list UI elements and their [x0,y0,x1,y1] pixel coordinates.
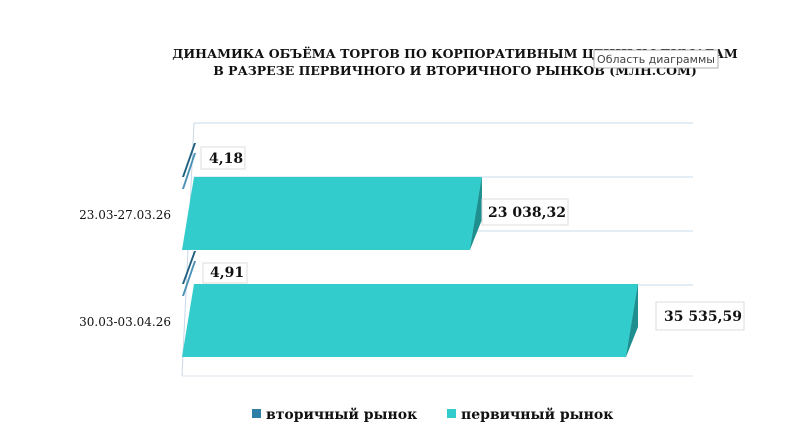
plot-area[interactable] [181,122,693,377]
data-label-box-secondary-0 [200,146,246,170]
legend-item-primary: первичный рынок [447,406,613,423]
chart-area-tooltip: Область диаграммы [593,49,719,69]
data-label-secondary-1: 4,91 [202,262,248,284]
data-label-box-secondary-1 [202,262,248,284]
data-label-box-primary-1 [655,301,745,331]
bar-secondary-0-front [182,153,196,189]
data-label-primary-0-text: 23 038,32 [488,205,566,221]
category-label-1: 30.03-03.04.26 [79,315,171,329]
data-label-secondary-0: 4,18 [200,146,246,170]
legend-item-secondary: вторичный рынок [252,406,417,423]
chart-area-tooltip-text: Область диаграммы [597,53,715,66]
legend-swatch-primary [447,409,456,418]
bar-primary-0 [182,177,482,250]
legend-label-secondary: вторичный рынок [266,406,417,423]
bar-primary-1-front [182,284,638,357]
bar-primary-0-end-shade [469,177,482,250]
data-label-box-primary-0 [481,198,569,226]
category-label-0: 23.03-27.03.26 [79,208,171,222]
legend: вторичный рынок первичный рынок [252,406,613,423]
bar-secondary-1-face [182,251,196,284]
bar-primary-0-front [182,177,482,250]
data-label-secondary-0-text: 4,18 [209,151,243,167]
legend-label-primary: первичный рынок [461,406,613,423]
chart-title-line-2: В РАЗРЕЗЕ ПЕРВИЧНОГО И ВТОРИЧНОГО РЫНКОВ… [213,63,697,78]
bar-secondary-1-front [182,261,196,296]
bar-primary-1 [182,284,638,357]
legend-swatch-secondary [252,409,261,418]
bar-primary-1-end-shade [626,284,638,357]
bar-secondary-0-face [182,143,196,177]
data-labels: 4,18 23 038,32 4,91 35 535,59 [200,146,745,331]
data-label-primary-0: 23 038,32 [481,198,569,226]
bar-secondary-0 [182,143,196,189]
bar-secondary-1 [182,251,196,296]
data-label-primary-1-text: 35 535,59 [664,309,742,325]
data-label-primary-1: 35 535,59 [655,301,745,331]
data-label-secondary-1-text: 4,91 [210,265,244,281]
